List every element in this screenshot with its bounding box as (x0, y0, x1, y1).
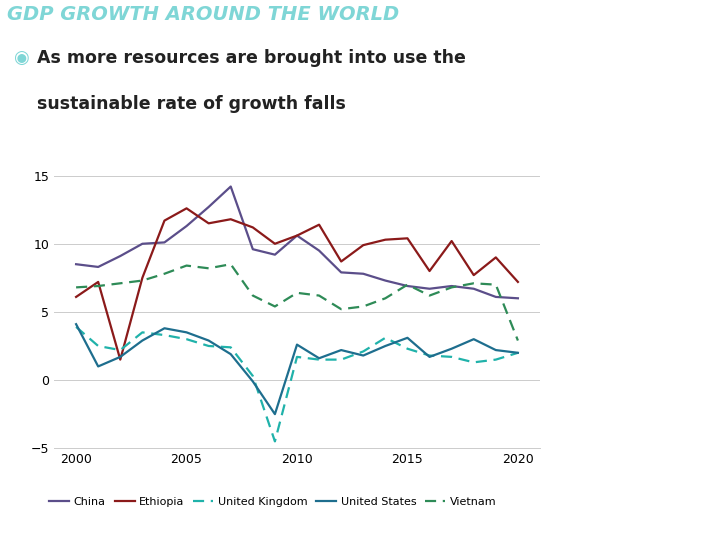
Text: ◉: ◉ (13, 49, 28, 66)
Legend: China, Ethiopia, United Kingdom, United States, Vietnam: China, Ethiopia, United Kingdom, United … (45, 492, 500, 511)
Text: GDP GROWTH AROUND THE WORLD: GDP GROWTH AROUND THE WORLD (7, 5, 400, 24)
Text: As more resources are brought into use the: As more resources are brought into use t… (37, 49, 466, 66)
Text: sustainable rate of growth falls: sustainable rate of growth falls (37, 95, 346, 113)
